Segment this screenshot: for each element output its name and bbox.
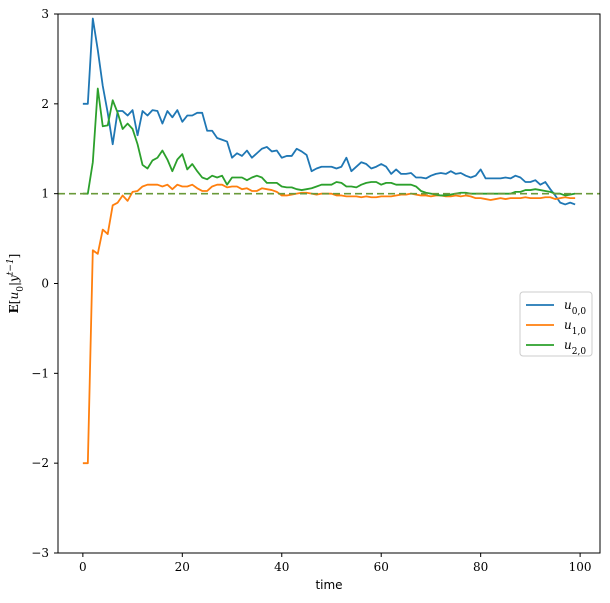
legend: u0,0u1,0u2,0 [519, 291, 593, 357]
x-axis-label: time [315, 578, 342, 592]
y-tick-label: 3 [41, 7, 49, 21]
series-layer [82, 17, 576, 465]
legend-label-2: u2,0 [564, 338, 586, 357]
series-line-1 [82, 183, 576, 465]
series-line-2 [82, 87, 576, 197]
x-axis-ticks: 0 20 40 60 80 100 [79, 553, 592, 574]
x-tick-label: 100 [569, 560, 592, 574]
y-tick-label: −2 [31, 456, 49, 470]
x-tick-label: 80 [473, 560, 488, 574]
series-line-0 [82, 17, 576, 206]
y-axis-ticks: −3 −2 −1 0 1 2 3 [31, 7, 58, 560]
x-tick-label: 20 [175, 560, 190, 574]
legend-box [519, 291, 593, 357]
y-tick-label: 1 [41, 187, 49, 201]
y-tick-label: −1 [31, 366, 49, 380]
x-tick-label: 60 [374, 560, 389, 574]
y-tick-label: −3 [31, 546, 49, 560]
legend-label-0: u0,0 [564, 298, 586, 317]
legend-label-1: u1,0 [564, 318, 586, 337]
plot-frame [57, 13, 601, 554]
x-tick-label: 40 [274, 560, 289, 574]
y-tick-label: 0 [41, 277, 49, 291]
y-axis-label: E[u0|yt−1] [6, 254, 26, 314]
y-tick-label: 2 [41, 97, 49, 111]
x-tick-label: 0 [79, 560, 87, 574]
